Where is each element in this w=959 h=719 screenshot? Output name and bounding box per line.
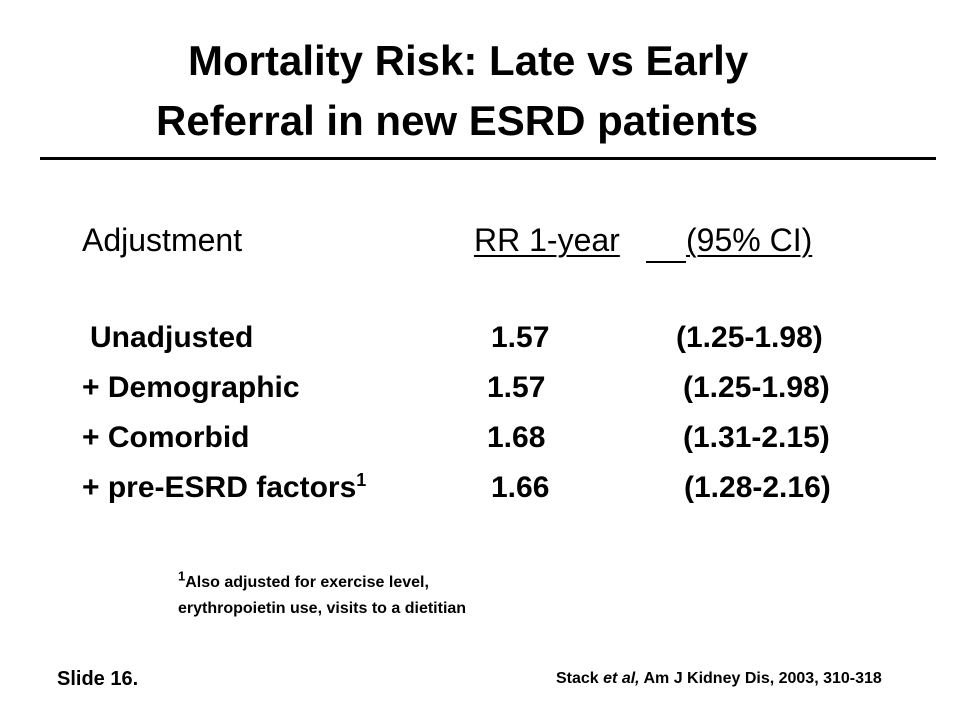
title-line-1: Mortality Risk: Late vs Early (188, 37, 749, 84)
header-rr-1-year: RR 1-year (474, 222, 620, 258)
row-ci: (1.25-1.98) (676, 321, 823, 354)
footnote-reference: 1 (356, 470, 367, 490)
row-label: + Comorbid (82, 421, 250, 454)
header-adjustment: Adjustment (82, 222, 243, 258)
row-ci: (1.31-2.15) (683, 421, 830, 454)
footnote-line-2: erythropoietin use, visits to a dietitia… (178, 600, 467, 617)
row-ci: (1.25-1.98) (683, 371, 830, 404)
row-label: + pre-ESRD factors1 (82, 470, 367, 504)
citation: Stack et al, Am J Kidney Dis, 2003, 310-… (556, 670, 882, 687)
row-rr: 1.66 (491, 471, 550, 504)
footnote-marker: 1 (178, 568, 186, 584)
header-underline-gap (646, 222, 686, 263)
row-rr: 1.68 (487, 421, 546, 454)
title-divider (40, 157, 936, 160)
row-rr: 1.57 (487, 371, 546, 404)
row-rr: 1.57 (491, 321, 550, 354)
slide-number: Slide 16. (57, 668, 139, 690)
footnote-line-1: 1Also adjusted for exercise level, (178, 568, 429, 591)
row-ci: (1.28-2.16) (684, 471, 831, 504)
title-line-2: Referral in new ESRD patients (156, 97, 759, 144)
header-95-ci: (95% CI) (686, 222, 813, 258)
row-label: + Demographic (82, 371, 300, 404)
row-label: Unadjusted (90, 321, 254, 354)
